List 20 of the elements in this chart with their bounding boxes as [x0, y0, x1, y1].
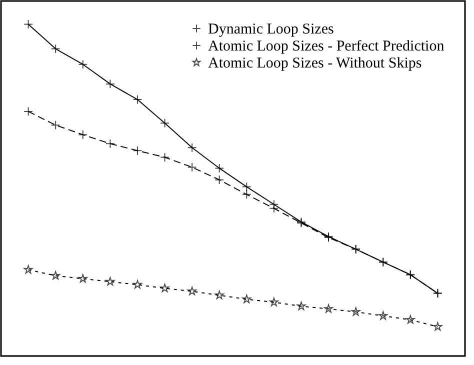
point: [406, 315, 415, 324]
legend-label: Atomic Loop Sizes - Perfect Prediction: [208, 38, 445, 54]
point: [188, 286, 197, 296]
point: [51, 271, 60, 280]
point: [242, 294, 252, 304]
point: [324, 304, 334, 313]
point: [160, 284, 170, 292]
point: [50, 120, 60, 130]
point: [78, 274, 88, 283]
legend-label: Dynamic Loop Sizes: [208, 22, 334, 38]
point: [296, 302, 306, 310]
point: [132, 280, 142, 289]
point: [24, 265, 33, 274]
point: [269, 298, 278, 306]
point: [378, 311, 388, 320]
point: [351, 307, 360, 316]
point: [433, 322, 442, 331]
legend-label: Atomic Loop Sizes - Without Skips: [208, 56, 422, 72]
point: [106, 277, 115, 286]
point: [214, 290, 224, 300]
